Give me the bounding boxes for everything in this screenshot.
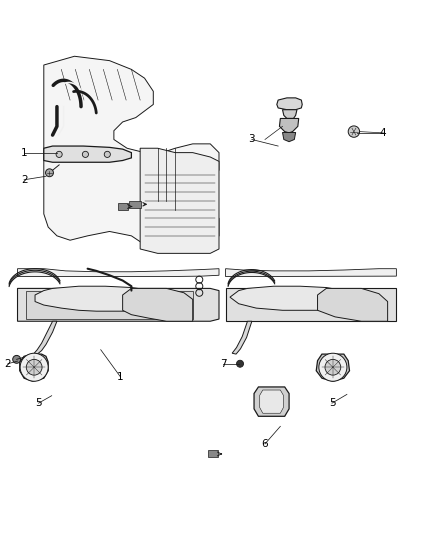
Polygon shape — [260, 390, 283, 413]
Text: 6: 6 — [261, 439, 268, 449]
Circle shape — [319, 353, 347, 381]
Polygon shape — [316, 354, 350, 381]
Polygon shape — [208, 450, 218, 457]
Polygon shape — [232, 321, 252, 354]
Circle shape — [20, 353, 48, 381]
Polygon shape — [140, 148, 219, 253]
Polygon shape — [18, 288, 219, 321]
Polygon shape — [18, 269, 219, 277]
Polygon shape — [26, 290, 193, 319]
Polygon shape — [230, 286, 353, 310]
Circle shape — [325, 359, 341, 375]
Polygon shape — [279, 118, 299, 133]
Polygon shape — [283, 110, 297, 118]
Polygon shape — [226, 269, 396, 277]
Text: 1: 1 — [117, 372, 124, 382]
Text: 7: 7 — [220, 359, 227, 369]
Circle shape — [13, 356, 21, 364]
Polygon shape — [20, 354, 48, 381]
Polygon shape — [254, 387, 289, 416]
Circle shape — [56, 151, 62, 157]
Text: 5: 5 — [328, 398, 336, 408]
Text: 4: 4 — [380, 128, 387, 138]
Polygon shape — [283, 133, 296, 142]
Polygon shape — [35, 286, 175, 311]
Polygon shape — [129, 201, 141, 208]
Circle shape — [237, 360, 244, 367]
Circle shape — [104, 151, 110, 157]
Text: 2: 2 — [4, 359, 11, 369]
Polygon shape — [123, 288, 193, 321]
Polygon shape — [318, 288, 388, 321]
Text: 3: 3 — [248, 134, 255, 144]
Text: 2: 2 — [21, 175, 28, 185]
Circle shape — [348, 126, 360, 138]
Text: 5: 5 — [35, 398, 42, 408]
Polygon shape — [44, 146, 131, 162]
Polygon shape — [118, 203, 128, 210]
Polygon shape — [226, 288, 396, 321]
Polygon shape — [277, 98, 302, 110]
Polygon shape — [34, 321, 57, 354]
Circle shape — [82, 151, 88, 157]
Polygon shape — [44, 56, 219, 249]
Circle shape — [46, 169, 53, 177]
Text: 1: 1 — [21, 149, 28, 158]
Circle shape — [26, 359, 42, 375]
